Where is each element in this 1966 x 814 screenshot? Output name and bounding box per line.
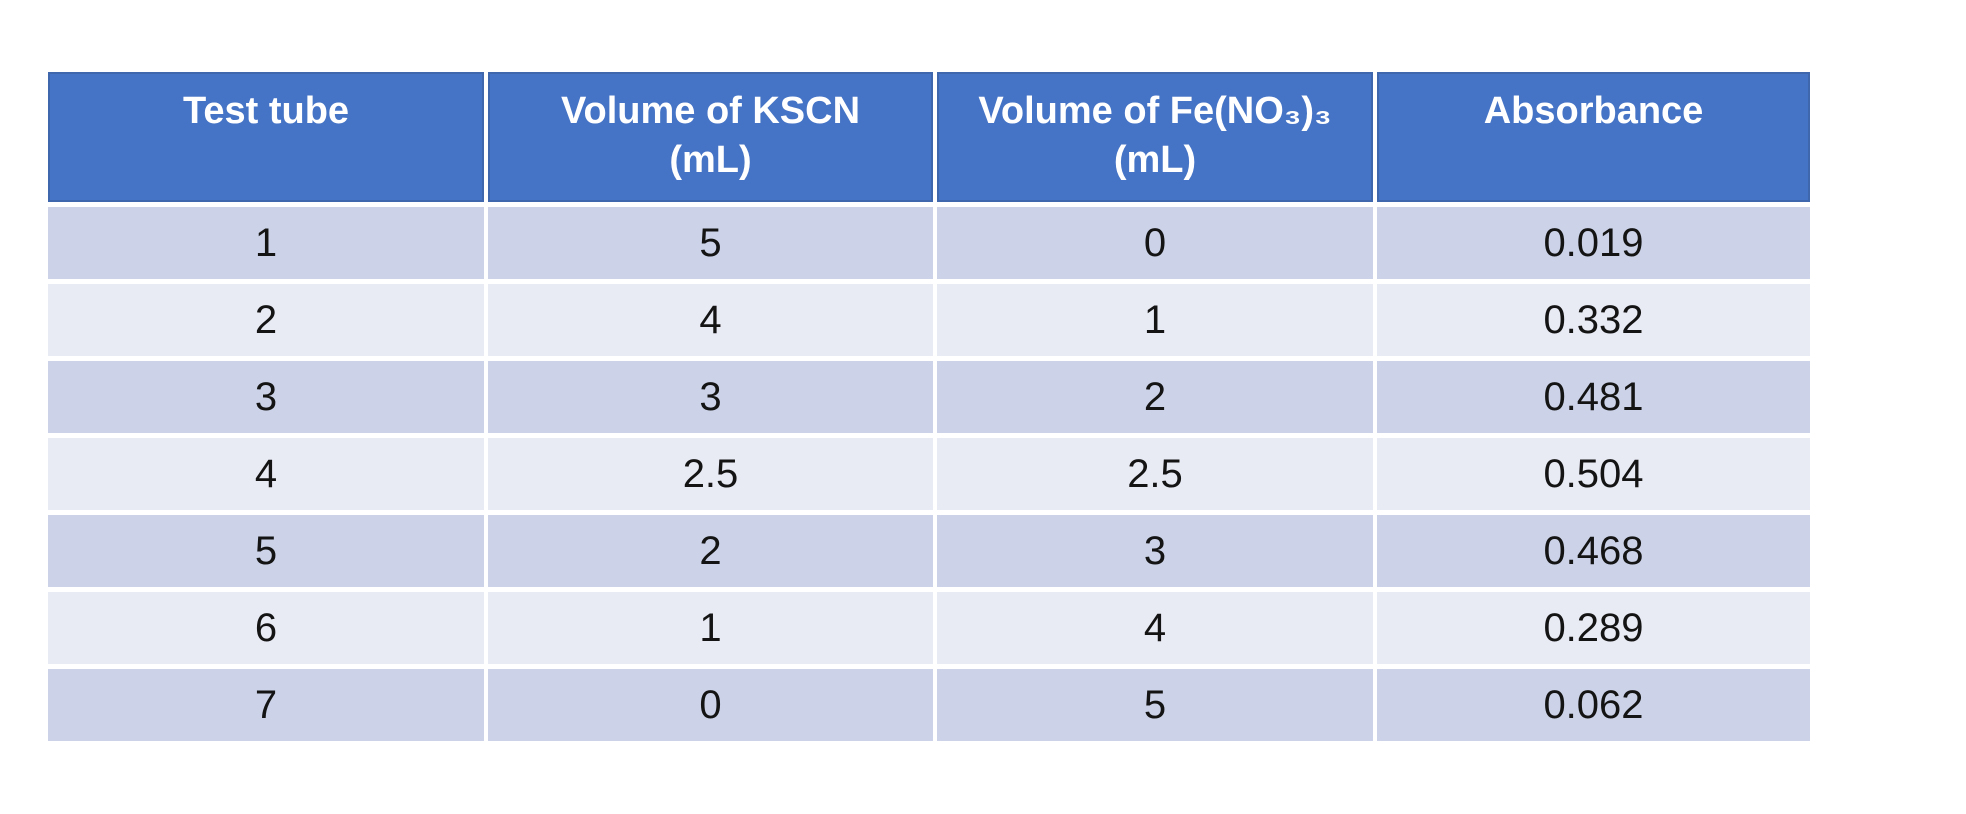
cell-absorbance: 0.062	[1377, 669, 1810, 741]
cell-volume-kscn: 1	[488, 592, 933, 664]
table-row: 4 2.5 2.5 0.504	[48, 438, 1810, 510]
table-row: 7 0 5 0.062	[48, 669, 1810, 741]
column-header-label: Test tube	[182, 90, 350, 132]
cell-volume-kscn: 2	[488, 515, 933, 587]
table-row: 3 3 2 0.481	[48, 361, 1810, 433]
data-table: Test tube Volume of KSCN (mL) Volume of …	[44, 67, 1814, 746]
table-row: 6 1 4 0.289	[48, 592, 1810, 664]
column-header-volume-kscn: Volume of KSCN (mL)	[488, 72, 933, 202]
column-header-volume-fe-no3: Volume of Fe(NO₃)₃ (mL)	[937, 72, 1373, 202]
cell-absorbance: 0.289	[1377, 592, 1810, 664]
cell-volume-fe-no3: 3	[937, 515, 1373, 587]
table-row: 5 2 3 0.468	[48, 515, 1810, 587]
column-header-absorbance: Absorbance	[1377, 72, 1810, 202]
cell-test-tube: 7	[48, 669, 484, 741]
table-body: 1 5 0 0.019 2 4 1 0.332 3 3 2 0.481 4 2.…	[48, 207, 1810, 741]
cell-volume-fe-no3: 0	[937, 207, 1373, 279]
cell-absorbance: 0.468	[1377, 515, 1810, 587]
table-header: Test tube Volume of KSCN (mL) Volume of …	[48, 72, 1810, 202]
column-header-label: Absorbance	[1483, 90, 1704, 132]
column-header-sublabel: (mL)	[669, 139, 752, 181]
column-header-label: Volume of KSCN	[560, 90, 861, 132]
column-header-label: Volume of Fe(NO₃)₃	[978, 90, 1332, 132]
cell-volume-kscn: 3	[488, 361, 933, 433]
cell-volume-kscn: 4	[488, 284, 933, 356]
cell-test-tube: 6	[48, 592, 484, 664]
column-header-sublabel: (mL)	[1113, 139, 1197, 181]
cell-test-tube: 2	[48, 284, 484, 356]
cell-absorbance: 0.332	[1377, 284, 1810, 356]
cell-volume-fe-no3: 1	[937, 284, 1373, 356]
cell-volume-fe-no3: 2.5	[937, 438, 1373, 510]
cell-test-tube: 1	[48, 207, 484, 279]
cell-volume-fe-no3: 5	[937, 669, 1373, 741]
cell-test-tube: 5	[48, 515, 484, 587]
cell-absorbance: 0.019	[1377, 207, 1810, 279]
column-header-test-tube: Test tube	[48, 72, 484, 202]
cell-absorbance: 0.504	[1377, 438, 1810, 510]
table-row: 2 4 1 0.332	[48, 284, 1810, 356]
cell-volume-fe-no3: 4	[937, 592, 1373, 664]
cell-absorbance: 0.481	[1377, 361, 1810, 433]
table-row: 1 5 0 0.019	[48, 207, 1810, 279]
cell-volume-fe-no3: 2	[937, 361, 1373, 433]
cell-volume-kscn: 2.5	[488, 438, 933, 510]
header-row: Test tube Volume of KSCN (mL) Volume of …	[48, 72, 1810, 202]
cell-test-tube: 3	[48, 361, 484, 433]
cell-volume-kscn: 5	[488, 207, 933, 279]
cell-test-tube: 4	[48, 438, 484, 510]
cell-volume-kscn: 0	[488, 669, 933, 741]
